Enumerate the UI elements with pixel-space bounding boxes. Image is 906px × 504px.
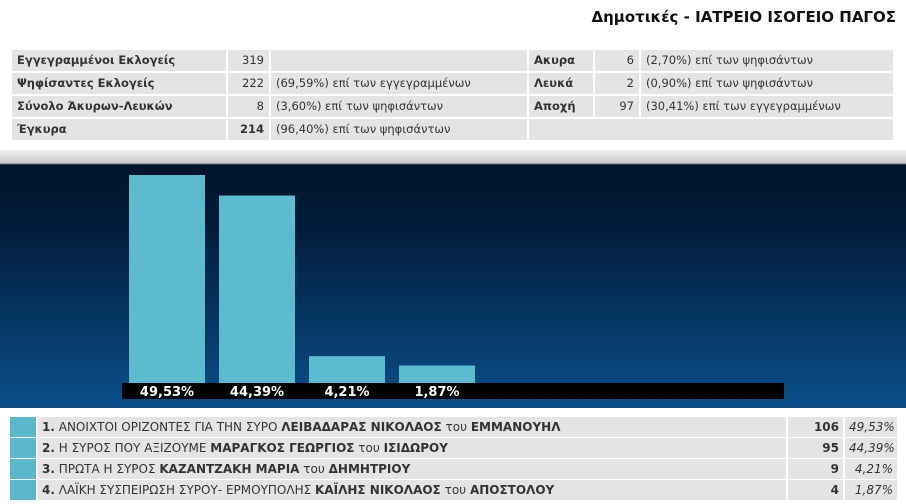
- result-percent: 44,39%: [845, 438, 897, 458]
- stat-note: (30,41%) επί των εγγεγραμμένων: [641, 96, 893, 117]
- color-swatch: [10, 459, 36, 479]
- bar-value-label: 4,21%: [324, 385, 369, 400]
- stat-label: Λευκά: [529, 73, 593, 94]
- stat-note: (2,70%) επί των ψηφισάντων: [641, 50, 893, 71]
- stat-count: 214: [228, 119, 269, 140]
- result-rank: 3.: [42, 462, 55, 476]
- color-swatch: [10, 438, 36, 458]
- stat-count: 97: [595, 96, 639, 117]
- label-strip: [122, 383, 784, 399]
- result-percent: 4,21%: [845, 459, 897, 479]
- stat-count: 8: [228, 96, 269, 117]
- result-votes: 95: [788, 438, 843, 458]
- stat-label: Έγκυρα: [12, 119, 226, 140]
- result-party: ΑΝΟΙΧΤΟΙ ΟΡΙΖΟΝΤΕΣ ΓΙΑ ΤΗΝ ΣΥΡΟ: [58, 420, 278, 434]
- result-party: Η ΣΥΡΟΣ ΠΟΥ ΑΞΙΖΟΥΜΕ: [58, 441, 207, 455]
- bar: [129, 175, 205, 383]
- page-title: Δημοτικές - ΙΑΤΡΕΙΟ ΙΣΟΓΕΙΟ ΠΑΓΟΣ: [591, 8, 897, 26]
- result-candidate: ΛΕΙΒΑΔΑΡΑΣ ΝΙΚΟΛΑΟΣ: [281, 420, 442, 434]
- result-row: 1. ΑΝΟΙΧΤΟΙ ΟΡΙΖΟΝΤΕΣ ΓΙΑ ΤΗΝ ΣΥΡΟ ΛΕΙΒΑ…: [38, 417, 786, 437]
- stat-count: 2: [595, 73, 639, 94]
- bar-value-label: 44,39%: [230, 385, 284, 400]
- result-of: του: [303, 462, 325, 476]
- color-swatch: [10, 480, 36, 500]
- result-rank: 1.: [42, 420, 55, 434]
- result-votes: 4: [788, 480, 843, 500]
- result-row: 4. ΛΑΪΚΗ ΣΥΣΠΕΙΡΩΣΗ ΣΥΡΟΥ- ΕΡΜΟΥΠΟΛΗΣ ΚΑ…: [38, 480, 786, 500]
- result-father: ΙΣΙΔΩΡΟΥ: [383, 441, 448, 455]
- stat-note: (3,60%) επί των ψηφισάντων: [271, 96, 527, 117]
- result-candidate: ΜΑΡΑΓΚΟΣ ΓΕΩΡΓΙΟΣ: [210, 441, 355, 455]
- result-of: του: [444, 483, 467, 497]
- bar: [309, 356, 385, 383]
- result-rank: 4.: [42, 483, 55, 497]
- result-votes: 9: [788, 459, 843, 479]
- stat-count: 319: [228, 50, 269, 71]
- result-percent: 49,53%: [845, 417, 897, 437]
- stat-count: 6: [595, 50, 639, 71]
- stat-label: Αποχή: [529, 96, 593, 117]
- bar-value-label: 1,87%: [414, 385, 459, 400]
- stat-label: Ακυρα: [529, 50, 593, 71]
- result-of: του: [358, 441, 380, 455]
- bar: [219, 195, 295, 383]
- stat-note: [271, 50, 527, 71]
- bar-value-label: 49,53%: [140, 385, 194, 400]
- result-row: 3. ΠΡΩΤΑ Η ΣΥΡΟΣ ΚΑΖΑΝΤΖΑΚΗ ΜΑΡΙΑ του ΔΗ…: [38, 459, 786, 479]
- result-party: ΛΑΪΚΗ ΣΥΣΠΕΙΡΩΣΗ ΣΥΡΟΥ- ΕΡΜΟΥΠΟΛΗΣ: [58, 483, 312, 497]
- stat-note: (0,90%) επί των ψηφισάντων: [641, 73, 893, 94]
- stat-empty: [529, 119, 893, 140]
- stat-note: (69,59%) επί των εγγεγραμμένων: [271, 73, 527, 94]
- stat-label: Εγγεγραμμένοι Εκλογείς: [12, 50, 226, 71]
- result-candidate: ΚΑΪΛΗΣ ΝΙΚΟΛΑΟΣ: [315, 483, 441, 497]
- result-father: ΕΜΜΑΝΟΥΗΛ: [470, 420, 561, 434]
- result-of: του: [445, 420, 468, 434]
- stat-count: 222: [228, 73, 269, 94]
- result-votes: 106: [788, 417, 843, 437]
- color-swatch: [10, 417, 36, 437]
- result-party: ΠΡΩΤΑ Η ΣΥΡΟΣ: [58, 462, 156, 476]
- result-percent: 1,87%: [845, 480, 897, 500]
- stat-label: Σύνολο Άκυρων-Λευκών: [12, 96, 226, 117]
- stat-label: Ψηφίσαντες Εκλογείς: [12, 73, 226, 94]
- result-rank: 2.: [42, 441, 55, 455]
- result-row: 2. Η ΣΥΡΟΣ ΠΟΥ ΑΞΙΖΟΥΜΕ ΜΑΡΑΓΚΟΣ ΓΕΩΡΓΙΟ…: [38, 438, 786, 458]
- bar: [399, 365, 475, 383]
- stat-note: (96,40%) επί των ψηφισάντων: [271, 119, 527, 140]
- result-father: ΔΗΜΗΤΡΙΟΥ: [328, 462, 411, 476]
- result-father: ΑΠΟΣΤΟΛΟΥ: [469, 483, 555, 497]
- result-candidate: ΚΑΖΑΝΤΖΑΚΗ ΜΑΡΙΑ: [159, 462, 300, 476]
- chart: 49,53% 44,39% 4,21% 1,87%: [122, 175, 784, 400]
